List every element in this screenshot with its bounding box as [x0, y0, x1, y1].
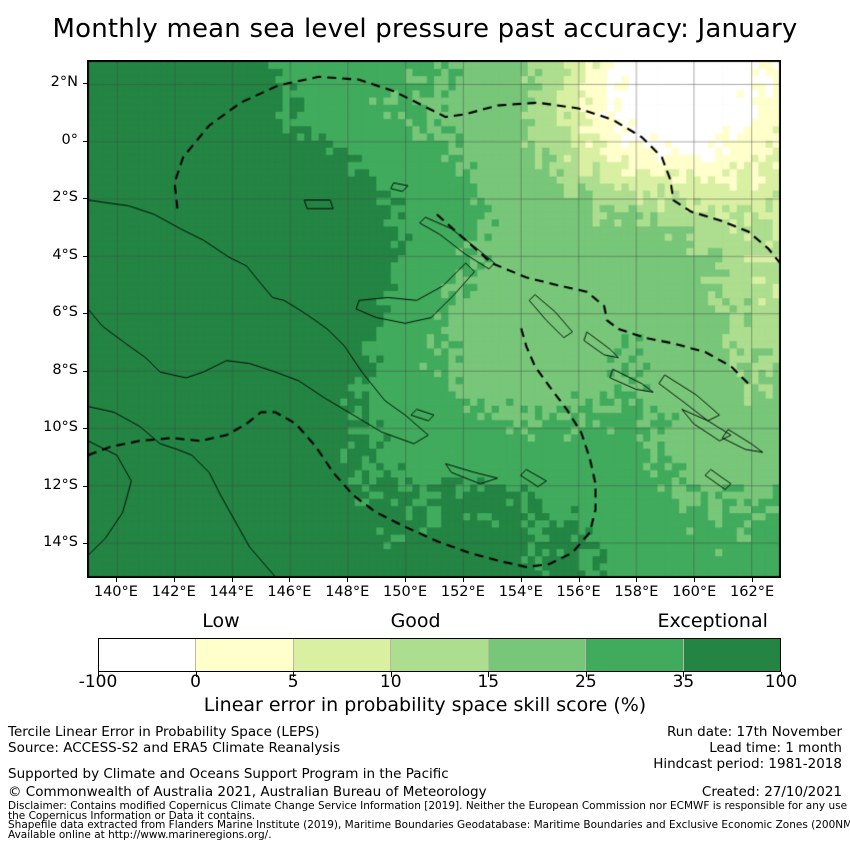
y-tick-label: 2°N [50, 74, 78, 91]
colorbar-tick-mark [585, 672, 587, 677]
y-tick-mark [83, 198, 87, 200]
colorbar-tick-mark [683, 672, 685, 677]
y-tick-mark [83, 428, 87, 430]
colorbar-tick-label: -100 [78, 672, 118, 692]
colorbar-tick-mark [390, 672, 392, 677]
colorbar-tick-label: 10 [379, 672, 402, 692]
colorbar-segment [390, 639, 488, 671]
y-tick-label: 8°S [52, 361, 78, 378]
skill-score-heatmap [88, 61, 780, 577]
colorbar-tick-mark [293, 672, 295, 677]
colorbar-tick-label: 0 [190, 672, 201, 692]
x-tick-label: 152°E [440, 584, 485, 600]
colorbar-tick-label: 5 [287, 672, 299, 692]
colorbar-segment [682, 639, 780, 671]
x-tick-label: 162°E [730, 584, 775, 600]
y-tick-label: 4°S [52, 246, 78, 263]
footer-source: Source: ACCESS-S2 and ERA5 Climate Reana… [8, 740, 341, 756]
y-tick-label: 6°S [52, 304, 78, 321]
footer-disclaimer-line-2: the Copernicus Information or Data it co… [8, 810, 256, 822]
colorbar-segment [487, 639, 586, 671]
colorbar[interactable] [98, 638, 781, 672]
x-tick-label: 148°E [325, 584, 370, 600]
y-tick-label: 12°S [43, 476, 78, 493]
x-tick-label: 158°E [614, 584, 659, 600]
x-tick-label: 154°E [498, 584, 543, 600]
colorbar-category-label: Good [390, 610, 441, 632]
y-tick-mark [83, 255, 87, 257]
x-tick-label: 146°E [267, 584, 312, 600]
footer-run-date: Run date: 17th November [666, 724, 842, 740]
x-tick-mark [578, 578, 580, 582]
x-tick-mark [462, 578, 464, 582]
x-tick-mark [231, 578, 233, 582]
footer-created: Created: 27/10/2021 [701, 784, 842, 800]
x-tick-label: 150°E [383, 584, 428, 600]
y-tick-mark [83, 485, 87, 487]
y-tick-label: 2°S [52, 189, 78, 206]
footer-lead-time: Lead time: 1 month [709, 740, 842, 756]
x-tick-mark [694, 578, 696, 582]
page-title: Monthly mean sea level pressure past acc… [52, 14, 798, 44]
footer-copyright: © Commonwealth of Australia 2021, Austra… [8, 784, 487, 800]
y-tick-mark [83, 83, 87, 85]
colorbar-segment [195, 639, 293, 671]
colorbar-segment [99, 639, 196, 671]
x-tick-mark [347, 578, 349, 582]
y-tick-mark [83, 370, 87, 372]
colorbar-tick-label: 100 [764, 672, 798, 692]
x-tick-mark [752, 578, 754, 582]
y-tick-label: 14°S [43, 534, 78, 551]
y-tick-mark [83, 543, 87, 545]
footer-shapefile-note: Shapefile data extracted from Flanders M… [8, 819, 850, 831]
x-tick-mark [405, 578, 407, 582]
colorbar-segment [585, 639, 683, 671]
colorbar-category-label: Exceptional [657, 610, 768, 632]
colorbar-segments [98, 638, 781, 672]
y-tick-label: 0° [61, 131, 78, 148]
colorbar-tick-label: 25 [575, 672, 597, 692]
colorbar-tick-mark [781, 672, 782, 677]
x-tick-label: 144°E [209, 584, 254, 600]
colorbar-category-label: Low [202, 610, 240, 632]
x-tick-mark [115, 578, 117, 582]
x-tick-label: 142°E [151, 584, 196, 600]
y-tick-mark [83, 313, 87, 315]
y-tick-label: 10°S [43, 419, 78, 436]
x-tick-label: 140°E [93, 584, 138, 600]
x-tick-mark [173, 578, 175, 582]
footer-shapefile-link: Available online at http://www.marinereg… [8, 829, 272, 841]
x-tick-mark [289, 578, 291, 582]
footer-support: Supported by Climate and Oceans Support … [8, 766, 449, 782]
colorbar-axis-title: Linear error in probability space skill … [203, 694, 647, 716]
map-plot-area[interactable] [87, 60, 781, 578]
footer-hindcast: Hindcast period: 1981-2018 [653, 756, 842, 772]
x-tick-mark [636, 578, 638, 582]
y-tick-mark [83, 140, 87, 142]
colorbar-tick-mark [195, 672, 197, 677]
footer-run-details: Run date: 17th November Lead time: 1 mon… [653, 724, 842, 772]
colorbar-tick-label: 15 [477, 672, 500, 692]
colorbar-tick-mark [488, 672, 490, 677]
colorbar-tick-mark [98, 672, 99, 677]
colorbar-segment [292, 639, 391, 671]
x-tick-mark [520, 578, 522, 582]
x-tick-label: 160°E [672, 584, 717, 600]
x-tick-label: 156°E [556, 584, 601, 600]
footer-disclaimer-line-1: Disclaimer: Contains modified Copernicus… [8, 800, 850, 812]
colorbar-tick-label: 35 [672, 672, 695, 692]
footer-method: Tercile Linear Error in Probability Spac… [8, 724, 320, 740]
